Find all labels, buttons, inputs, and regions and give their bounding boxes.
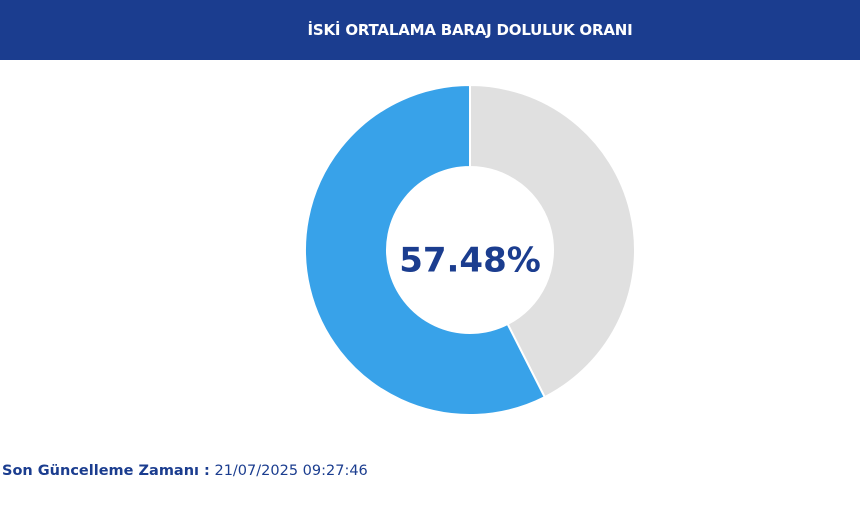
donut-chart-svg: 57.48% — [304, 83, 636, 416]
header-bar: İSKİ ORTALAMA BARAJ DOLULUK ORANI — [0, 0, 860, 60]
center-percentage-label: 57.48% — [399, 241, 541, 281]
donut-slice-empty — [469, 83, 636, 399]
donut-slice-filled — [304, 83, 547, 416]
last-update-line: Son Güncelleme Zamanı : 21/07/2025 09:27… — [2, 463, 368, 485]
donut-chart: 57.48% — [300, 80, 640, 420]
page-title: İSKİ ORTALAMA BARAJ DOLULUK ORANI — [307, 21, 633, 39]
last-update-value: 21/07/2025 09:27:46 — [214, 463, 368, 479]
last-update-label: Son Güncelleme Zamanı : — [2, 463, 210, 479]
